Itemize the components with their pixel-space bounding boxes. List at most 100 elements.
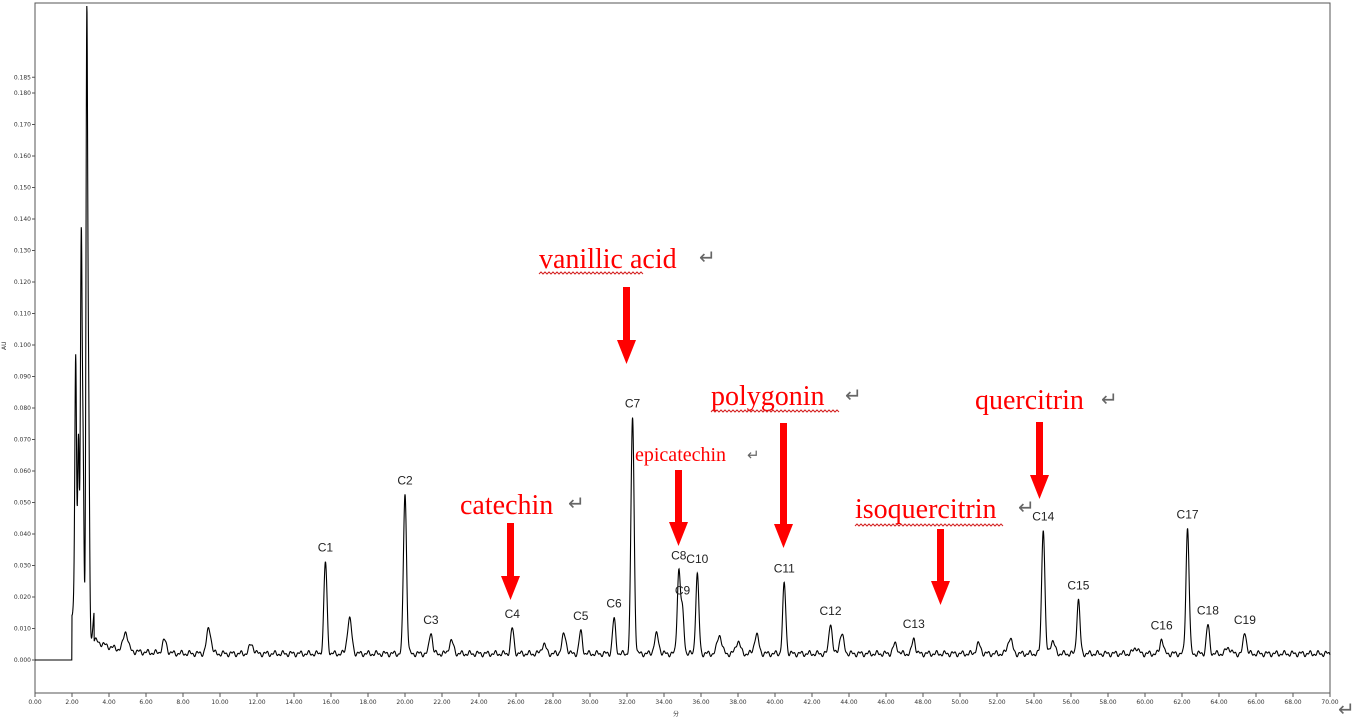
y-tick-label: 0.010 (14, 626, 31, 633)
spell-underline-isoquercitrin (854, 523, 1004, 527)
spell-underline-polygonin (710, 409, 840, 413)
plot-frame (34, 2, 1331, 694)
peak-label-c11: C11 (774, 561, 795, 575)
peak-label-c2: C2 (397, 473, 413, 487)
arrow-epicatechin (669, 470, 688, 546)
x-tick-label: 58.00 (1099, 699, 1116, 706)
y-tick-label: 0.140 (14, 216, 31, 223)
annotation-epicatechin-text: epicatechin (635, 444, 726, 466)
peak-label-c9: C9 (675, 584, 691, 598)
x-tick-label: 54.00 (1025, 699, 1042, 706)
annotation-vanillic-acid-text: vanillic acid (539, 244, 677, 275)
peak-label-c14: C14 (1032, 510, 1054, 524)
x-tick-label: 46.00 (877, 699, 894, 706)
x-tick-label: 48.00 (914, 699, 931, 706)
y-tick-label: 0.060 (14, 468, 31, 475)
y-tick-label: 0.100 (14, 342, 31, 349)
annotation-isoquercitrin: isoquercitrin (855, 494, 997, 605)
y-tick-label: 0.110 (14, 311, 31, 318)
peak-label-c17: C17 (1177, 507, 1199, 521)
x-tick-label: 26.00 (507, 699, 524, 706)
x-tick-label: 56.00 (1062, 699, 1079, 706)
peak-label-c16: C16 (1151, 618, 1173, 632)
x-tick-label: 40.00 (766, 699, 783, 706)
annotation-polygonin-text: polygonin (711, 381, 825, 412)
y-tick-label: 0.040 (14, 531, 31, 538)
x-tick-label: 14.00 (285, 699, 302, 706)
y-tick-label: 0.000 (14, 657, 31, 664)
annotation-polygonin: polygonin (711, 381, 825, 548)
annotation-quercitrin: quercitrin (975, 385, 1084, 499)
y-tick-label: 0.070 (14, 437, 31, 444)
y-tick-label: 0.160 (14, 153, 31, 160)
x-tick-label: 36.00 (692, 699, 709, 706)
x-tick-label: 30.00 (581, 699, 598, 706)
return-mark-vanillic: ↵ (699, 247, 716, 269)
y-tick-label: 0.130 (14, 248, 31, 255)
y-tick-label: 0.030 (14, 563, 31, 570)
y-tick-label: 0.050 (14, 500, 31, 507)
return-mark-isoquercitrin: ↵ (1018, 497, 1035, 519)
peak-label-c15: C15 (1067, 578, 1089, 592)
x-tick-label: 52.00 (988, 699, 1005, 706)
y-tick-label: 0.170 (14, 122, 31, 129)
x-tick-label: 66.00 (1247, 699, 1264, 706)
x-tick-label: 70.00 (1321, 699, 1338, 706)
x-tick-label: 22.00 (433, 699, 450, 706)
x-tick-label: 16.00 (322, 699, 339, 706)
y-tick-label: 0.090 (14, 374, 31, 381)
x-tick-label: 6.00 (139, 699, 153, 706)
return-mark-axis: ↵ (1338, 699, 1355, 720)
x-tick-label: 20.00 (396, 699, 413, 706)
annotation-catechin-text: catechin (460, 490, 553, 521)
arrow-catechin (501, 523, 520, 600)
x-tick-label: 62.00 (1173, 699, 1190, 706)
arrow-polygonin (774, 423, 793, 548)
x-tick-label: 12.00 (248, 699, 265, 706)
x-tick-label: 18.00 (359, 699, 376, 706)
peak-label-c5: C5 (573, 609, 589, 623)
peak-label-c19: C19 (1234, 613, 1256, 627)
annotation-epicatechin: epicatechin (635, 444, 726, 546)
x-tick-label: 4.00 (102, 699, 116, 706)
x-tick-label: 2.00 (65, 699, 79, 706)
x-tick-label: 68.00 (1284, 699, 1301, 706)
y-tick-label: 0.185 (14, 74, 31, 81)
y-tick-label: 0.120 (14, 279, 31, 286)
spell-underline-vanillic (538, 271, 644, 275)
peak-label-c18: C18 (1197, 604, 1219, 618)
peak-label-c12: C12 (819, 604, 841, 618)
peak-label-c4: C4 (505, 607, 521, 621)
x-tick-label: 34.00 (655, 699, 672, 706)
y-tick-label: 0.020 (14, 594, 31, 601)
peak-label-c3: C3 (423, 613, 439, 627)
x-tick-label: 0.00 (28, 699, 42, 706)
x-tick-label: 44.00 (840, 699, 857, 706)
x-tick-label: 10.00 (211, 699, 228, 706)
arrow-quercitrin (1030, 422, 1049, 499)
x-tick-label: 60.00 (1136, 699, 1153, 706)
annotation-quercitrin-text: quercitrin (975, 385, 1084, 416)
chromatogram-trace (35, 6, 1331, 661)
x-axis-label: 分 (673, 710, 679, 718)
y-tick-label: 0.080 (14, 405, 31, 412)
arrow-isoquercitrin (931, 529, 950, 605)
y-axis-label: AU (1, 342, 8, 351)
annotation-isoquercitrin-text: isoquercitrin (855, 494, 997, 525)
x-tick-label: 50.00 (951, 699, 968, 706)
annotation-vanillic-acid: vanillic acid (539, 244, 677, 364)
y-tick-label: 0.180 (14, 90, 31, 97)
return-mark-epicatechin: ↵ (747, 448, 760, 464)
arrow-vanillic-acid (617, 287, 636, 364)
x-tick-label: 24.00 (470, 699, 487, 706)
peak-label-c8: C8 (671, 548, 687, 562)
y-axis-ticks: 0.000 0.010 0.020 0.030 0.040 0.050 0.060 0.070… (14, 74, 35, 664)
x-axis-ticks: 0.00 2.00 4.00 6.00 8.00 10.00 12.00 14.00 16.00… (28, 693, 1339, 706)
x-tick-label: 42.00 (803, 699, 820, 706)
return-mark-catechin: ↵ (568, 493, 585, 515)
peak-label-c10: C10 (686, 552, 708, 566)
peak-label-c13: C13 (903, 617, 925, 631)
peak-labels: C1 C2 C3 C4 C5 C6 C7 C8 C9 C10 C11 C12 C13 C14 C15 C16 C… (318, 397, 1256, 633)
x-tick-label: 28.00 (544, 699, 561, 706)
x-tick-label: 38.00 (729, 699, 746, 706)
